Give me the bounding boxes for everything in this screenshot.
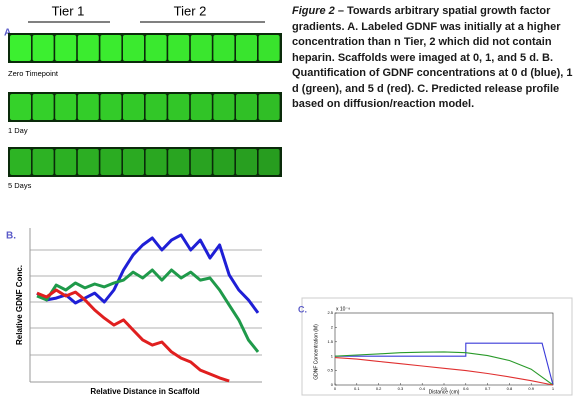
- scaffold-segment: [236, 35, 257, 61]
- x-tick-label: 0.4: [419, 386, 425, 391]
- row-label: 1 Day: [8, 126, 28, 135]
- caption-text: – Towards arbitrary spatial growth facto…: [292, 5, 573, 110]
- scaffold-segment: [100, 35, 121, 61]
- scaffold-segment: [236, 94, 257, 120]
- scaffold-segment: [100, 149, 121, 175]
- scaffold-segment: [168, 149, 189, 175]
- y-tick-label: 1.5: [327, 339, 333, 344]
- caption-label: Figure 2: [292, 5, 335, 17]
- scaffold-segment: [55, 149, 76, 175]
- row-label: Zero Timepoint: [8, 69, 59, 78]
- scaffold-segment: [33, 149, 54, 175]
- scaffold-segment: [100, 94, 121, 120]
- x-tick-label: 0.6: [463, 386, 469, 391]
- scaffold-segment: [259, 149, 280, 175]
- caption: Figure 2 – Towards arbitrary spatial gro…: [292, 4, 574, 113]
- scaffold-segment: [78, 149, 99, 175]
- scaffold-segment: [168, 94, 189, 120]
- x-tick-label: 0.8: [507, 386, 513, 391]
- scaffold-segment: [213, 94, 234, 120]
- scaffold-segment: [191, 94, 212, 120]
- scaffold-segment: [123, 149, 144, 175]
- row-label: 5 Days: [8, 181, 32, 190]
- scaffold-segment: [191, 35, 212, 61]
- page: A. Tier 1 Tier 2 Zero Timepoint 1 Day 5 …: [0, 0, 576, 396]
- scaffold-segment: [168, 35, 189, 61]
- scaffold-segment: [55, 35, 76, 61]
- scaffold-segment: [78, 35, 99, 61]
- data-line: [37, 270, 258, 352]
- scaffold-segment: [213, 149, 234, 175]
- tier-label: Tier 2: [174, 3, 207, 18]
- y-axis-label: Relative GDNF Conc.: [15, 265, 24, 345]
- y-tick-label: 2.5: [327, 310, 333, 315]
- scaffold-segment: [259, 35, 280, 61]
- x-tick-label: 0.9: [528, 386, 534, 391]
- x-axis-label: Relative Distance in Scaffold: [90, 387, 199, 396]
- scaffold-segment: [236, 149, 257, 175]
- x-tick-label: 0.2: [376, 386, 382, 391]
- scaffold-segment: [191, 149, 212, 175]
- scaffold-segment: [10, 35, 31, 61]
- scaffold-segment: [78, 94, 99, 120]
- x-tick-label: 0.5: [441, 386, 447, 391]
- scaffold-segment: [146, 35, 167, 61]
- data-line: [37, 290, 229, 381]
- scaffold-segment: [10, 94, 31, 120]
- y-axis-label: GDNF Concentration (M): [313, 324, 319, 380]
- scaffold-segment: [10, 149, 31, 175]
- y-tick-label: 0.5: [327, 368, 333, 373]
- panel-label: B.: [6, 231, 16, 242]
- scaffold-segment: [259, 94, 280, 120]
- x-tick-label: 0.1: [354, 386, 360, 391]
- scaffold-segment: [146, 149, 167, 175]
- scaffold-segment: [146, 94, 167, 120]
- scaffold-segment: [55, 94, 76, 120]
- x-tick-label: 0.3: [398, 386, 404, 391]
- scaffold-segment: [123, 94, 144, 120]
- x-tick-label: 0.7: [485, 386, 491, 391]
- scaffold-segment: [123, 35, 144, 61]
- scaffold-segment: [213, 35, 234, 61]
- y-exponent: x 10⁻⁹: [336, 306, 350, 312]
- tier-label: Tier 1: [52, 3, 85, 18]
- scaffold-segment: [33, 35, 54, 61]
- panel-label: C.: [298, 304, 307, 314]
- scaffold-segment: [33, 94, 54, 120]
